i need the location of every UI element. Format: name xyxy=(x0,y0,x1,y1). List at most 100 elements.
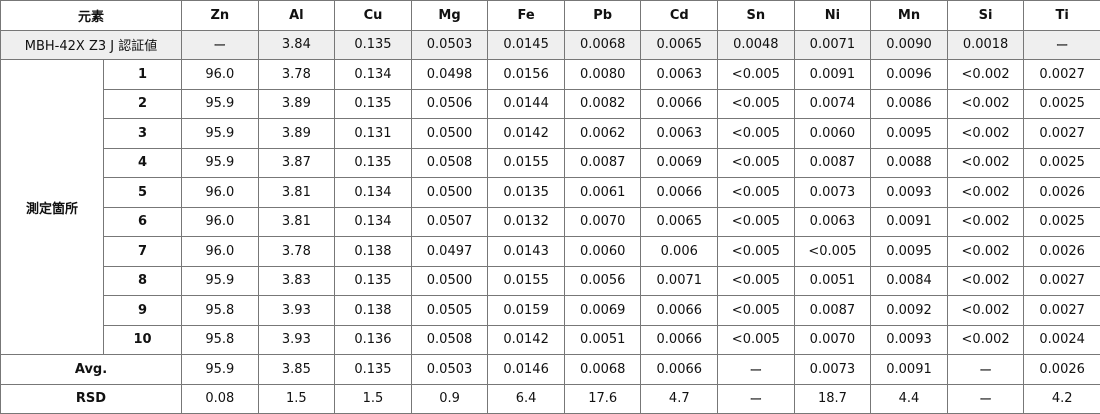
average-value: 3.85 xyxy=(257,354,336,385)
certified-value: 0.0018 xyxy=(946,29,1025,60)
measurement-value: 0.0505 xyxy=(410,295,489,326)
measurement-value: 96.0 xyxy=(181,236,259,267)
measurement-value: 0.0095 xyxy=(870,118,948,149)
certified-value: 0.0503 xyxy=(410,29,489,60)
measurement-value: 96.0 xyxy=(181,206,259,237)
rsd-label: RSD xyxy=(0,383,183,414)
measurement-value: 0.0063 xyxy=(640,59,719,90)
measurement-value: 0.0051 xyxy=(793,265,872,296)
measurement-value: 0.0060 xyxy=(793,118,872,149)
measurement-value: 3.81 xyxy=(257,177,336,208)
measurement-number: 5 xyxy=(102,177,183,208)
element-header: Cd xyxy=(640,0,719,31)
measurement-value: 0.135 xyxy=(334,88,412,119)
measurement-value: 3.78 xyxy=(257,236,336,267)
measurement-value: <0.005 xyxy=(717,88,795,119)
rsd-value: 1.5 xyxy=(257,383,336,414)
measurement-value: 3.93 xyxy=(257,324,336,355)
measurement-value: 0.0091 xyxy=(793,59,872,90)
rsd-value: 17.6 xyxy=(563,383,642,414)
measurement-number: 4 xyxy=(102,147,183,178)
measurement-value: 0.0070 xyxy=(563,206,642,237)
measurement-value: 0.0500 xyxy=(410,118,489,149)
measurement-value: 95.9 xyxy=(181,118,259,149)
measurement-row: 7 96.0 3.78 0.138 0.0497 0.0143 0.0060 0.006 <0.… xyxy=(1,236,1100,267)
average-value: 0.0066 xyxy=(640,354,719,385)
measurement-value: 95.8 xyxy=(181,324,259,355)
average-value: 0.135 xyxy=(334,354,412,385)
measurement-value: 0.0093 xyxy=(870,177,948,208)
element-header: Fe xyxy=(487,0,565,31)
measurement-value: 0.138 xyxy=(334,236,412,267)
measurement-value: 0.0091 xyxy=(870,206,948,237)
element-header: Zn xyxy=(181,0,259,31)
measurement-value: 0.138 xyxy=(334,295,412,326)
measurement-value: 0.0092 xyxy=(870,295,948,326)
rsd-value: 0.9 xyxy=(410,383,489,414)
certified-value: 0.135 xyxy=(334,29,412,60)
measurement-value: 0.0051 xyxy=(563,324,642,355)
header-row: 元素 Zn Al Cu Mg Fe Pb Cd Sn Ni Mn Si Ti xyxy=(0,0,1100,31)
average-value: ー xyxy=(717,354,795,385)
measurement-value: 0.135 xyxy=(334,147,412,178)
certified-value: 3.84 xyxy=(257,29,336,60)
measurement-value: 0.0086 xyxy=(870,88,948,119)
measurement-value: 0.0087 xyxy=(563,147,642,178)
measurement-value: 0.0065 xyxy=(640,206,719,237)
measurement-value: 0.0132 xyxy=(487,206,565,237)
measurement-value: <0.002 xyxy=(946,118,1025,149)
rsd-value: 18.7 xyxy=(793,383,872,414)
measurement-value: <0.005 xyxy=(717,177,795,208)
average-value: 0.0073 xyxy=(793,354,872,385)
measurement-value: 95.9 xyxy=(181,88,259,119)
measurement-value: 3.89 xyxy=(257,118,336,149)
measurement-value: 0.0507 xyxy=(410,206,489,237)
measurement-value: 95.9 xyxy=(181,147,259,178)
measurement-value: 0.0063 xyxy=(793,206,872,237)
measurement-value: 3.89 xyxy=(257,88,336,119)
measurement-value: 0.0060 xyxy=(563,236,642,267)
average-value: 0.0068 xyxy=(563,354,642,385)
measurement-row: 6 96.0 3.81 0.134 0.0507 0.0132 0.0070 0.0065 <0… xyxy=(1,206,1100,237)
measurement-value: <0.005 xyxy=(717,324,795,355)
measurement-value: 0.0027 xyxy=(1023,59,1100,90)
measurement-number: 7 xyxy=(102,236,183,267)
measurement-value: 0.0025 xyxy=(1023,147,1100,178)
certified-value: 0.0145 xyxy=(487,29,565,60)
average-value: 0.0503 xyxy=(410,354,489,385)
measurement-value: <0.002 xyxy=(946,88,1025,119)
measurement-value: 0.0093 xyxy=(870,324,948,355)
measurement-value: <0.005 xyxy=(717,118,795,149)
measurement-value: 0.0500 xyxy=(410,265,489,296)
measurement-value: <0.002 xyxy=(946,295,1025,326)
average-label: Avg. xyxy=(0,354,183,385)
measurement-value: 0.0506 xyxy=(410,88,489,119)
certified-value: 0.0068 xyxy=(563,29,642,60)
rsd-value: 4.4 xyxy=(870,383,948,414)
measurement-value: 0.0082 xyxy=(563,88,642,119)
average-row: Avg. 95.9 3.85 0.135 0.0503 0.0146 0.0068 0.006… xyxy=(0,354,1100,385)
measurement-value: <0.005 xyxy=(717,206,795,237)
rsd-value: 0.08 xyxy=(181,383,259,414)
measurement-value: <0.002 xyxy=(946,59,1025,90)
measurement-row: 4 95.9 3.87 0.135 0.0508 0.0155 0.0087 0.0069 <0… xyxy=(1,147,1100,178)
measurement-value: <0.002 xyxy=(946,147,1025,178)
average-value: 95.9 xyxy=(181,354,259,385)
measurement-number: 10 xyxy=(102,324,183,355)
measurement-row: 10 95.8 3.93 0.136 0.0508 0.0142 0.0051 0.0066 <… xyxy=(1,324,1100,355)
measurement-value: 0.0500 xyxy=(410,177,489,208)
element-header: Cu xyxy=(334,0,412,31)
element-header: Si xyxy=(946,0,1025,31)
measurement-value: 0.0095 xyxy=(870,236,948,267)
measurement-number: 8 xyxy=(102,265,183,296)
measurement-value: 0.134 xyxy=(334,206,412,237)
element-header: Sn xyxy=(717,0,795,31)
measurement-value: <0.005 xyxy=(717,295,795,326)
certified-value: 0.0048 xyxy=(717,29,795,60)
rsd-value: ー xyxy=(946,383,1025,414)
measurement-value: <0.005 xyxy=(717,59,795,90)
measurement-label: 測定箇所 xyxy=(0,59,104,355)
average-value: 0.0146 xyxy=(487,354,565,385)
measurement-value: 0.131 xyxy=(334,118,412,149)
measurement-value: 0.0024 xyxy=(1023,324,1100,355)
